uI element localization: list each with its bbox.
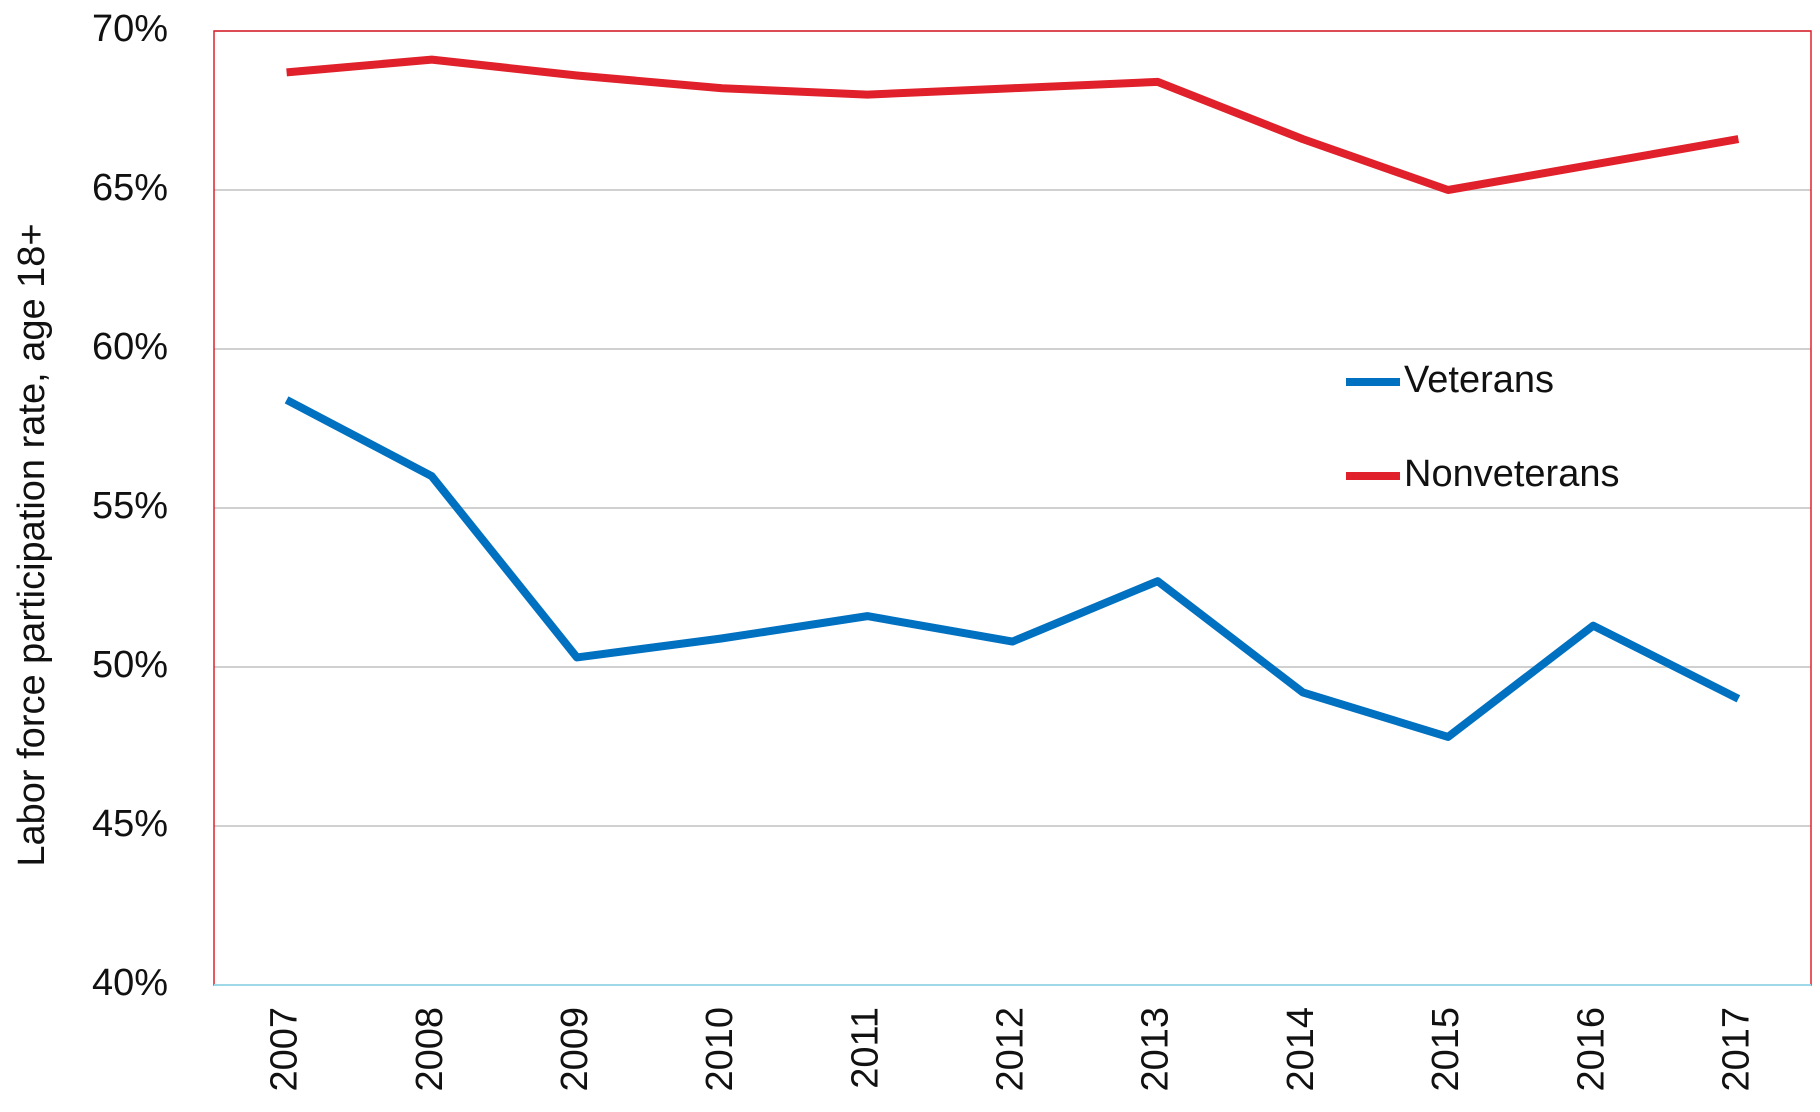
legend-label: Veterans: [1404, 359, 1554, 401]
x-tick-label: 2009: [554, 1007, 596, 1092]
y-tick-label: 45%: [92, 803, 168, 845]
x-tick-label: 2017: [1715, 1007, 1757, 1092]
y-tick-label: 65%: [92, 167, 168, 209]
x-tick-label: 2007: [264, 1007, 306, 1092]
x-tick-label: 2008: [409, 1007, 451, 1092]
x-tick-label: 2016: [1570, 1007, 1612, 1092]
y-tick-label: 40%: [92, 962, 168, 1004]
x-tick-label: 2010: [699, 1007, 741, 1092]
legend-label: Nonveterans: [1404, 453, 1619, 495]
y-tick-label: 50%: [92, 644, 168, 686]
y-axis-label: Labor force participation rate, age 18+: [11, 223, 53, 866]
x-tick-label: 2015: [1425, 1007, 1467, 1092]
series-line: [286, 55, 1740, 194]
y-tick-label: 55%: [92, 485, 168, 527]
x-tick-label: 2011: [844, 1007, 886, 1089]
x-tick-label: 2013: [1135, 1007, 1177, 1092]
y-tick-label: 70%: [92, 8, 168, 50]
x-tick-label: 2012: [990, 1007, 1032, 1092]
series-line: [284, 396, 1741, 741]
x-tick-label: 2014: [1280, 1007, 1322, 1092]
y-tick-label: 60%: [92, 326, 168, 368]
